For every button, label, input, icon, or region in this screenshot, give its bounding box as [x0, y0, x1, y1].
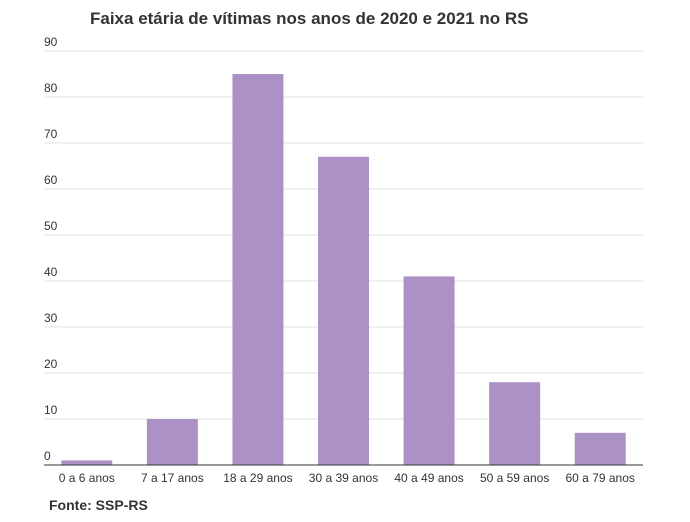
bar-chart: 0 10 20 30 40 50 60 70 80 90 0 a 6 anos 7 a 17 ano… [44, 35, 643, 485]
bar [232, 74, 284, 465]
x-tick-label: 60 a 79 anos [566, 471, 635, 485]
bars [61, 74, 626, 466]
chart-title: Faixa etária de vítimas nos anos de 2020… [90, 9, 529, 28]
source-value: SSP-RS [95, 497, 148, 513]
x-tick-label: 7 a 17 anos [141, 471, 204, 485]
y-tick-label: 90 [44, 35, 58, 49]
y-tick-label: 20 [44, 357, 58, 371]
y-tick-label: 40 [44, 265, 58, 279]
x-axis-ticks: 0 a 6 anos 7 a 17 anos 18 a 29 anos 30 a 39… [59, 471, 635, 485]
x-tick-label: 0 a 6 anos [59, 471, 115, 485]
source-note: Fonte: SSP-RS [49, 497, 148, 513]
bar [403, 276, 455, 465]
y-tick-label: 50 [44, 219, 58, 233]
y-tick-label: 0 [44, 449, 51, 463]
y-axis-ticks: 0 10 20 30 40 50 60 70 80 90 [44, 35, 58, 463]
bar [489, 382, 541, 465]
source-label: Fonte: [49, 497, 92, 513]
y-tick-label: 60 [44, 173, 58, 187]
y-tick-label: 30 [44, 311, 58, 325]
x-tick-label: 18 a 29 anos [223, 471, 292, 485]
bar [318, 156, 369, 466]
bar [574, 432, 626, 465]
x-tick-label: 50 a 59 anos [480, 471, 549, 485]
y-tick-label: 70 [44, 127, 58, 141]
y-tick-label: 10 [44, 403, 58, 417]
x-tick-label: 30 a 39 anos [309, 471, 378, 485]
bar [61, 460, 113, 465]
bar [146, 419, 198, 465]
y-tick-label: 80 [44, 81, 58, 95]
x-tick-label: 40 a 49 anos [394, 471, 463, 485]
